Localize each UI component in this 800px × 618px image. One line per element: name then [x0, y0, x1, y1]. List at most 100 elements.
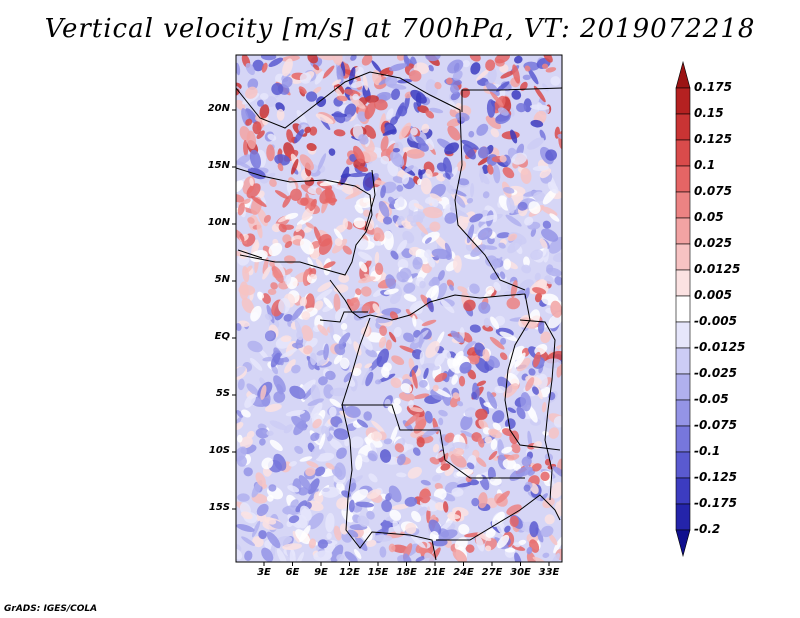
- lon-label: 30E: [510, 567, 531, 578]
- velocity-blob: [468, 130, 475, 138]
- map-frame: [235, 54, 563, 563]
- velocity-blob: [361, 55, 373, 66]
- velocity-blob: [372, 180, 387, 186]
- velocity-blob: [549, 213, 560, 222]
- colorbar-label: -0.005: [694, 314, 737, 328]
- velocity-blob: [539, 386, 551, 398]
- velocity-blob: [308, 538, 317, 549]
- velocity-blob: [285, 274, 292, 285]
- velocity-blob: [291, 158, 299, 175]
- velocity-blob: [498, 242, 506, 249]
- velocity-blob: [463, 299, 476, 312]
- velocity-blob: [333, 354, 343, 365]
- velocity-blob: [533, 85, 546, 103]
- velocity-blob: [431, 276, 440, 287]
- velocity-blob: [477, 227, 493, 241]
- velocity-blob: [457, 286, 468, 293]
- velocity-blob: [425, 341, 440, 358]
- velocity-blob: [240, 409, 251, 418]
- velocity-blob: [476, 380, 487, 387]
- velocity-blob: [239, 436, 253, 449]
- velocity-blob: [295, 223, 303, 233]
- colorbar-label: -0.125: [694, 470, 737, 484]
- velocity-blob: [499, 352, 508, 361]
- velocity-blob: [530, 119, 544, 128]
- velocity-blob: [431, 198, 439, 208]
- velocity-blob: [382, 129, 397, 136]
- velocity-blob: [528, 201, 541, 215]
- velocity-blob: [378, 200, 390, 218]
- velocity-blob: [379, 449, 392, 463]
- velocity-blob: [487, 67, 497, 84]
- velocity-blob: [390, 426, 398, 444]
- velocity-blob: [312, 86, 322, 94]
- velocity-blob: [298, 86, 307, 95]
- velocity-blob: [280, 348, 298, 359]
- velocity-blob: [401, 220, 412, 230]
- velocity-blob: [278, 297, 291, 314]
- velocity-blob: [469, 324, 481, 333]
- velocity-blob: [282, 543, 302, 550]
- velocity-blob: [506, 196, 515, 214]
- velocity-blob: [336, 65, 344, 85]
- velocity-blob: [411, 510, 422, 523]
- velocity-blob: [252, 536, 264, 548]
- velocity-blob: [396, 184, 404, 192]
- velocity-blob: [500, 337, 507, 345]
- velocity-blob: [361, 367, 372, 386]
- velocity-blob: [437, 270, 445, 281]
- lat-label: EQ: [214, 331, 230, 342]
- velocity-blob: [357, 251, 373, 261]
- velocity-blob: [355, 536, 368, 551]
- velocity-blob: [501, 446, 513, 454]
- velocity-blob: [484, 436, 492, 444]
- velocity-blob: [397, 258, 409, 270]
- velocity-blob: [419, 488, 432, 504]
- velocity-blob: [479, 214, 497, 222]
- velocity-blob: [418, 168, 423, 180]
- velocity-blob: [263, 214, 271, 223]
- velocity-blob: [490, 316, 500, 330]
- velocity-blob: [386, 108, 394, 120]
- velocity-blob: [244, 550, 253, 561]
- lon-label: 18E: [396, 567, 417, 578]
- velocity-blob: [532, 287, 547, 295]
- velocity-blob: [258, 530, 267, 540]
- velocity-blob: [379, 325, 388, 336]
- velocity-blob: [512, 64, 521, 84]
- colorbar-swatch: [675, 425, 691, 453]
- velocity-blob: [268, 484, 277, 492]
- velocity-blob: [364, 363, 373, 369]
- velocity-blob: [417, 506, 428, 517]
- velocity-blob: [532, 556, 546, 562]
- velocity-blob: [440, 299, 455, 314]
- velocity-blob: [520, 167, 532, 184]
- velocity-blob: [422, 426, 440, 438]
- velocity-blob: [307, 488, 319, 503]
- velocity-blob: [464, 407, 477, 418]
- velocity-blob: [542, 83, 549, 92]
- velocity-blob: [520, 392, 532, 412]
- velocity-blob: [496, 81, 510, 92]
- velocity-blob: [540, 331, 551, 344]
- velocity-blob: [419, 280, 426, 289]
- velocity-blob: [336, 95, 348, 102]
- velocity-blob: [371, 420, 385, 433]
- colorbar-label: 0.005: [694, 288, 732, 302]
- velocity-blob: [396, 271, 409, 283]
- velocity-blob: [360, 334, 373, 351]
- velocity-blob: [524, 216, 534, 226]
- velocity-blob: [261, 62, 268, 73]
- velocity-blob: [285, 212, 299, 220]
- velocity-blob: [558, 498, 562, 506]
- velocity-blob: [257, 291, 265, 299]
- velocity-blob: [304, 126, 312, 134]
- velocity-blob: [255, 427, 270, 439]
- velocity-blob: [237, 493, 250, 502]
- velocity-blob: [246, 183, 261, 199]
- velocity-blob: [454, 537, 468, 551]
- velocity-blob: [492, 410, 505, 424]
- lon-label: 24E: [453, 567, 474, 578]
- velocity-blob: [259, 104, 270, 119]
- velocity-blob: [350, 81, 365, 88]
